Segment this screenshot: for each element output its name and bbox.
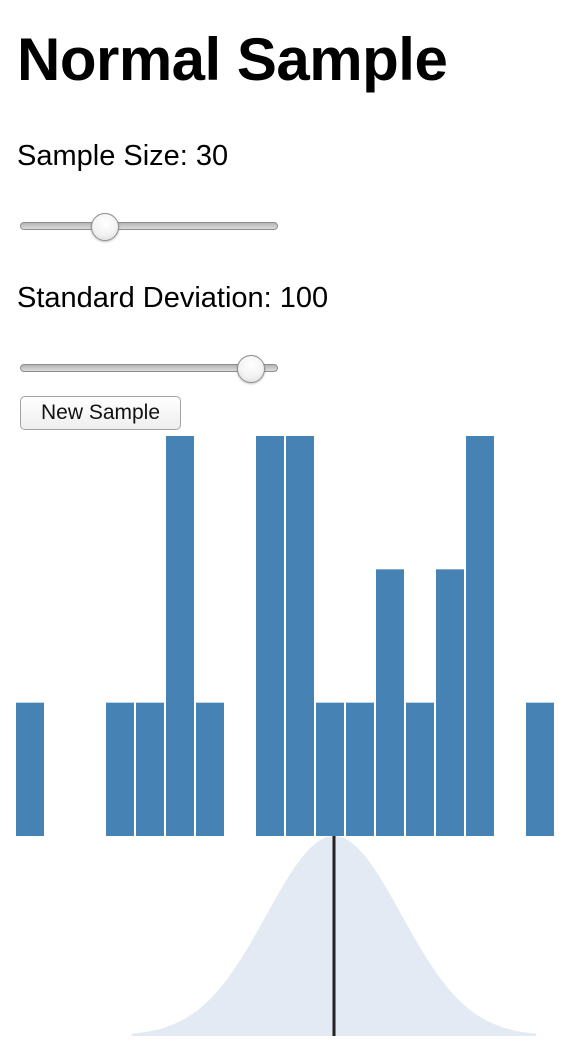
histogram-bar [346, 702, 374, 836]
std-dev-slider-thumb[interactable] [237, 355, 266, 383]
histogram-bar [196, 702, 224, 836]
histogram-chart [16, 436, 554, 836]
histogram-bar [136, 702, 164, 836]
histogram-bar [406, 702, 434, 836]
histogram-bar [376, 569, 404, 836]
histogram-bar [526, 702, 554, 836]
new-sample-button[interactable]: New Sample [20, 396, 181, 430]
sample-size-slider-track[interactable] [20, 222, 278, 230]
std-dev-label: Standard Deviation: 100 [17, 282, 329, 314]
histogram-bar [106, 702, 134, 836]
std-dev-slider[interactable] [20, 355, 278, 383]
sample-size-slider-thumb[interactable] [91, 213, 120, 241]
histogram-bar [286, 436, 314, 836]
histogram-bar [166, 436, 194, 836]
histogram-bar [256, 436, 284, 836]
sample-size-slider[interactable] [20, 213, 278, 241]
normal-distribution-chart [131, 836, 537, 1036]
histogram-bar [16, 702, 44, 836]
histogram-bar [436, 569, 464, 836]
std-dev-slider-track[interactable] [20, 364, 278, 372]
histogram-bar [316, 702, 344, 836]
histogram-bar [466, 436, 494, 836]
sample-size-label: Sample Size: 30 [17, 140, 229, 172]
page-title: Normal Sample [17, 26, 448, 93]
